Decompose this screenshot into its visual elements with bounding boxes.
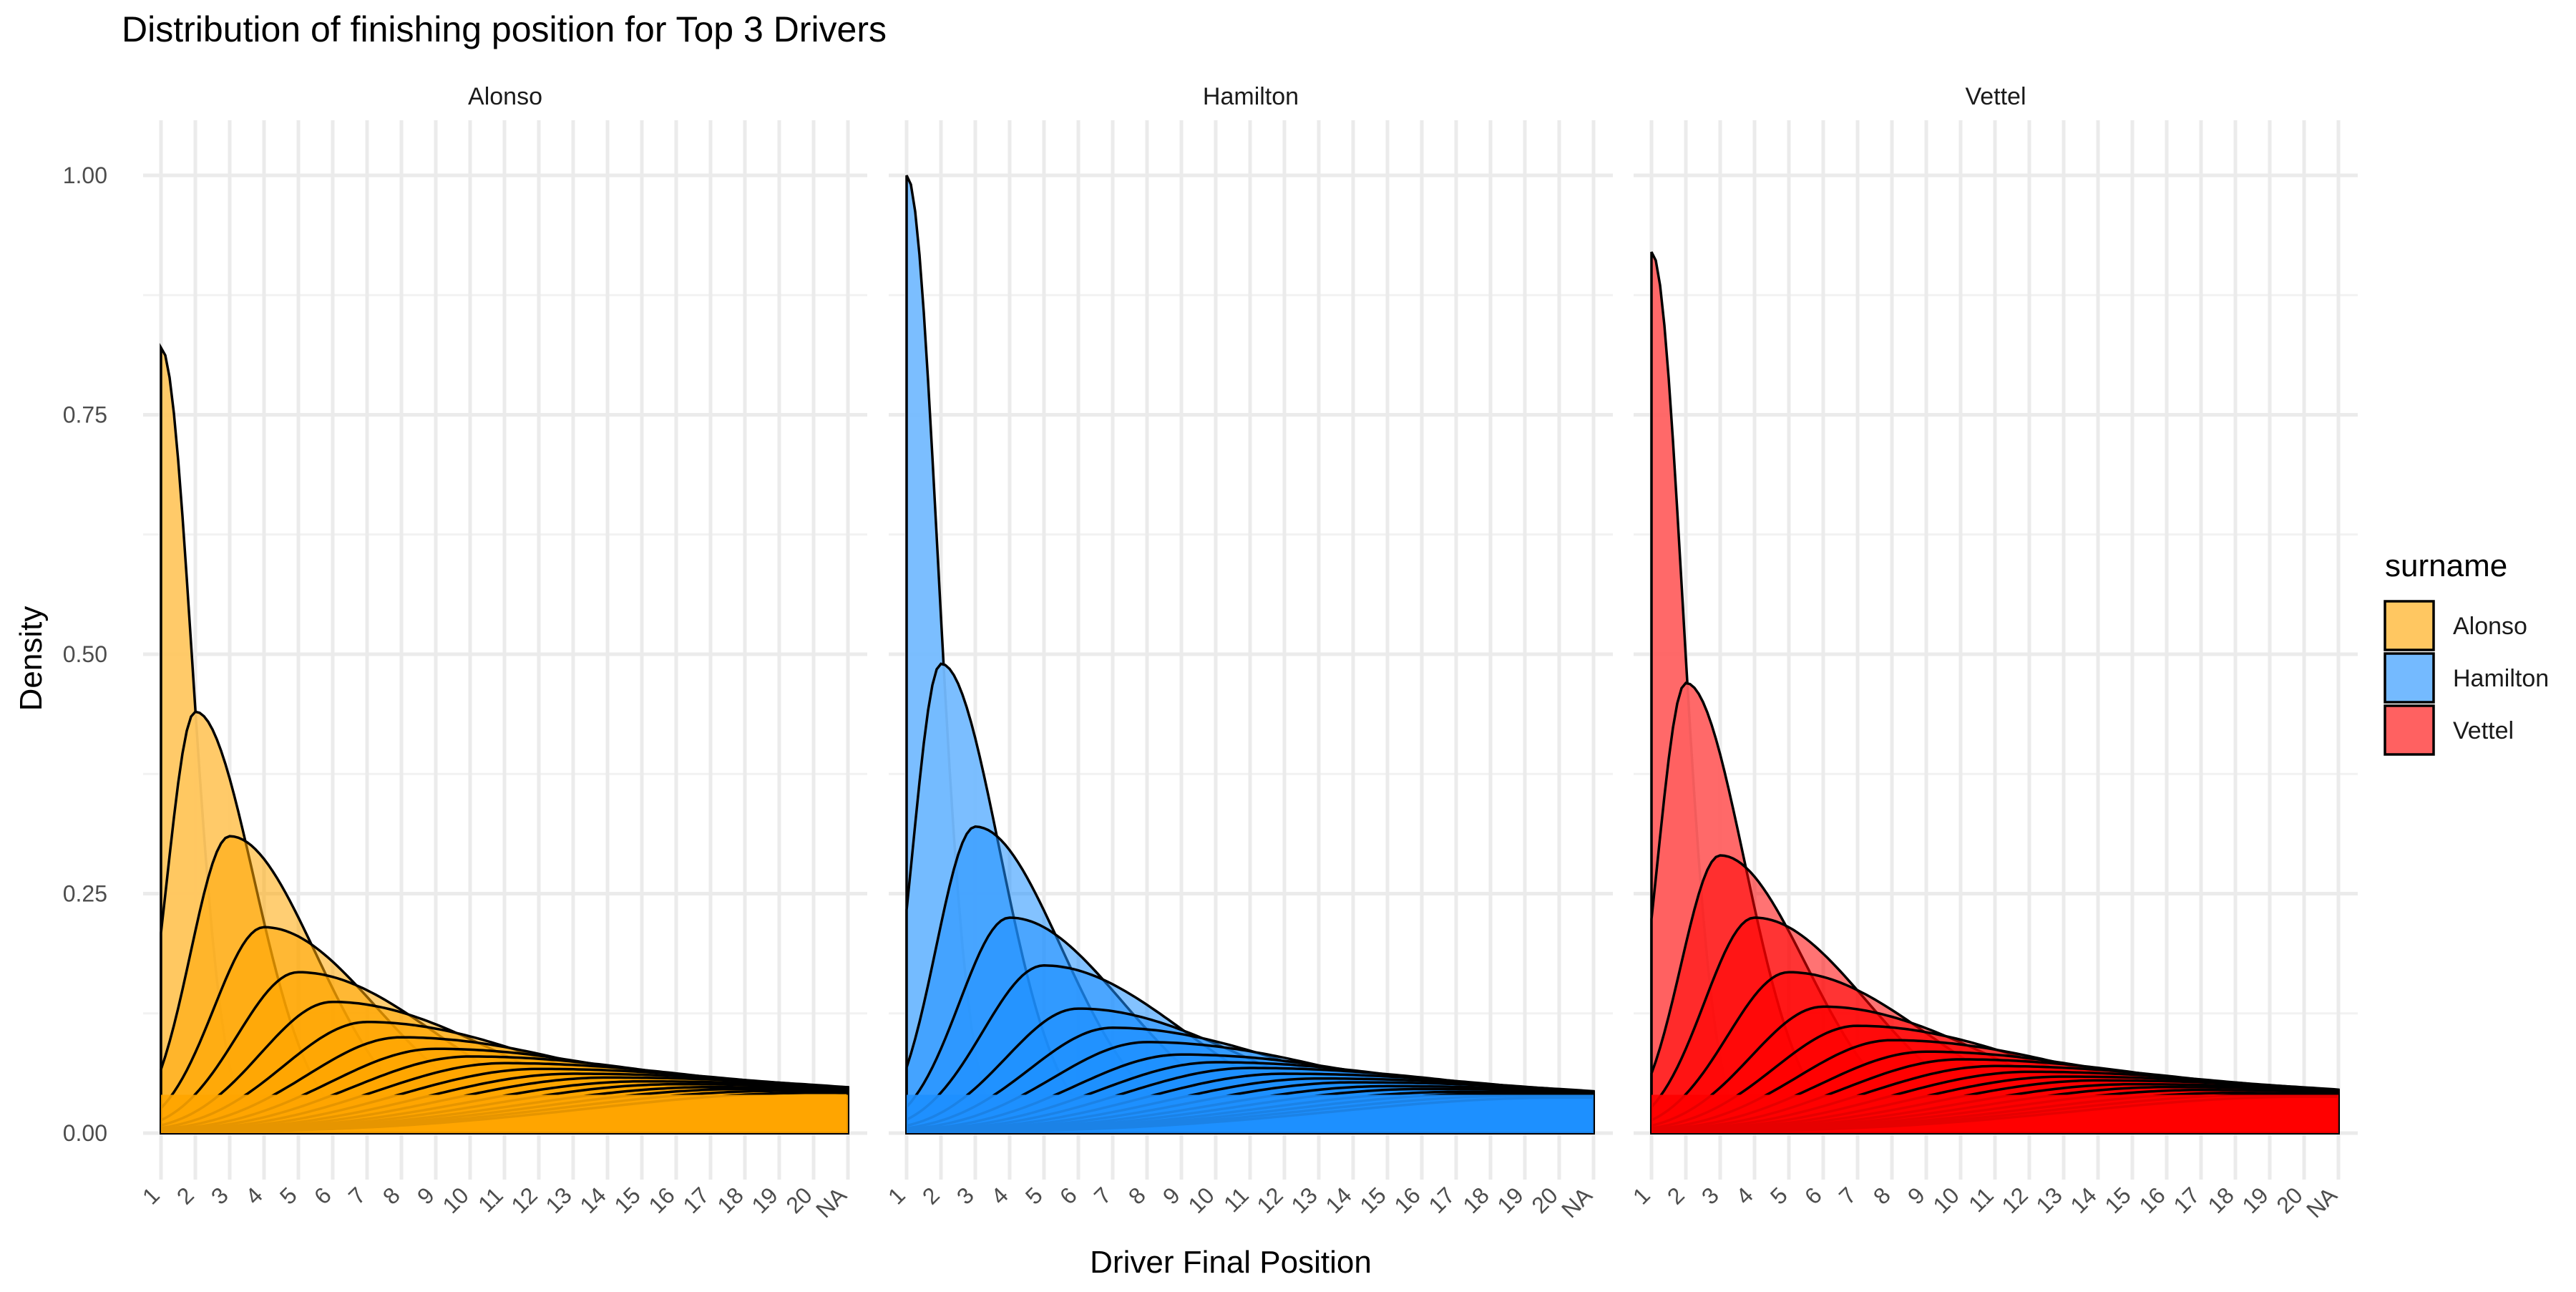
chart-title: Distribution of finishing position for T… — [122, 9, 887, 49]
legend-label-hamilton: Hamilton — [2453, 665, 2549, 692]
facet-label-hamilton: Hamilton — [1203, 83, 1299, 110]
x-tick-label: 11 — [1963, 1182, 1999, 1217]
y-tick-label: 1.00 — [63, 162, 107, 188]
x-tick-label: 1 — [137, 1182, 165, 1209]
baseline-density-fill — [1652, 1094, 2338, 1133]
x-tick-label: 7 — [343, 1182, 371, 1209]
x-tick-label: 15 — [1355, 1182, 1391, 1218]
x-tick-label: NA — [1556, 1182, 1597, 1223]
legend: surname Alonso Hamilton Vettel — [2384, 548, 2549, 756]
x-tick-label: 3 — [952, 1182, 979, 1209]
x-tick-label: NA — [2301, 1182, 2342, 1223]
x-tick-label: 9 — [1158, 1182, 1185, 1209]
legend-key-hamilton — [2384, 652, 2435, 704]
x-tick-label: 20 — [781, 1182, 817, 1218]
legend-title: surname — [2385, 548, 2507, 583]
x-tick-label: 14 — [575, 1182, 611, 1218]
legend-label-vettel: Vettel — [2453, 717, 2514, 744]
x-tick-label: 2 — [172, 1182, 199, 1209]
x-tick-label: 18 — [712, 1182, 748, 1218]
x-tick-label: 20 — [2271, 1182, 2308, 1218]
x-tick-label: 2 — [1662, 1182, 1689, 1209]
x-tick-label: 13 — [1286, 1182, 1322, 1218]
x-tick-label: 18 — [1458, 1182, 1494, 1218]
x-tick-label: 13 — [540, 1182, 577, 1218]
x-tick-label: 4 — [1731, 1182, 1758, 1209]
x-tick-label: 7 — [1834, 1182, 1861, 1209]
x-tick-label: 5 — [275, 1182, 302, 1209]
x-tick-label: 7 — [1089, 1182, 1116, 1209]
x-tick-label: 19 — [1492, 1182, 1528, 1218]
x-tick-label: 8 — [1123, 1182, 1151, 1209]
x-tick-label: 4 — [986, 1182, 1013, 1209]
x-tick-label: 12 — [506, 1182, 542, 1218]
x-tick-label: 12 — [1996, 1182, 2033, 1218]
x-tick-label: 10 — [1183, 1182, 1219, 1218]
x-tick-label: 19 — [2237, 1182, 2273, 1218]
x-tick-label: 14 — [1320, 1182, 1357, 1218]
x-tick-label: 13 — [2031, 1182, 2067, 1218]
x-tick-label: 9 — [412, 1182, 439, 1209]
x-tick-label: 19 — [746, 1182, 783, 1218]
legend-label-alonso: Alonso — [2453, 613, 2527, 640]
x-tick-label: 17 — [678, 1182, 714, 1218]
y-tick-label: 0.75 — [63, 402, 107, 428]
x-tick-label: 17 — [2168, 1182, 2205, 1218]
y-axis-label: Density — [14, 606, 49, 711]
baseline-density-fill — [907, 1094, 1594, 1133]
x-tick-label: 11 — [473, 1182, 508, 1217]
x-tick-label: 8 — [1868, 1182, 1896, 1209]
x-tick-label: 6 — [309, 1182, 336, 1209]
facet-label-vettel: Vettel — [1965, 83, 2026, 110]
x-tick-label: 6 — [1800, 1182, 1827, 1209]
legend-key-vettel — [2384, 704, 2435, 756]
x-tick-label: 10 — [1928, 1182, 1964, 1218]
x-tick-label: 5 — [1765, 1182, 1792, 1209]
x-tick-label: 18 — [2202, 1182, 2239, 1218]
x-tick-label: 8 — [378, 1182, 405, 1209]
y-tick-label: 0.25 — [63, 881, 107, 907]
legend-key-alonso — [2384, 600, 2435, 651]
x-tick-label: 3 — [1697, 1182, 1724, 1209]
x-tick-label: 17 — [1423, 1182, 1460, 1218]
y-tick-label: 0.50 — [63, 641, 107, 667]
x-tick-label: 1 — [883, 1182, 910, 1209]
x-tick-label: 16 — [1389, 1182, 1425, 1218]
x-tick-label: 11 — [1219, 1182, 1254, 1217]
x-axis-label: Driver Final Position — [1090, 1245, 1372, 1280]
x-tick-label: 1 — [1628, 1182, 1655, 1209]
x-tick-label: 3 — [206, 1182, 233, 1209]
x-tick-label: 12 — [1252, 1182, 1288, 1218]
y-tick-label: 0.00 — [63, 1120, 107, 1146]
x-tick-label: 15 — [609, 1182, 645, 1218]
x-tick-label: 9 — [1903, 1182, 1930, 1209]
x-tick-label: 20 — [1526, 1182, 1563, 1218]
x-tick-label: 10 — [437, 1182, 474, 1218]
x-tick-label: NA — [811, 1182, 852, 1223]
x-tick-label: 16 — [643, 1182, 680, 1218]
baseline-density-fill — [161, 1094, 848, 1133]
x-tick-label: 14 — [2065, 1182, 2102, 1218]
x-tick-label: 6 — [1055, 1182, 1082, 1209]
x-tick-label: 5 — [1020, 1182, 1048, 1209]
x-tick-label: 4 — [240, 1182, 268, 1209]
x-tick-label: 2 — [917, 1182, 945, 1209]
x-tick-label: 16 — [2134, 1182, 2170, 1218]
x-tick-label: 15 — [2099, 1182, 2136, 1218]
facet-label-alonso: Alonso — [468, 83, 542, 110]
